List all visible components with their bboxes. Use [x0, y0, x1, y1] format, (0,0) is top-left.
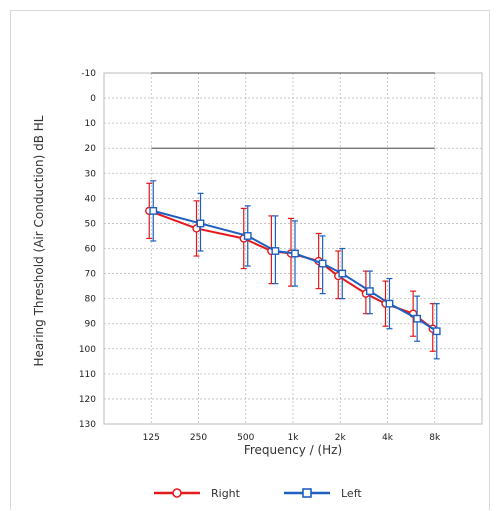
data-point — [365, 287, 374, 296]
y-tick-label: 50 — [85, 219, 97, 229]
legend-marker — [302, 488, 312, 498]
series-right — [145, 182, 437, 352]
x-tick-label: 2k — [335, 433, 347, 443]
legend-item-right: Right — [154, 487, 241, 500]
y-tick-label: 80 — [85, 295, 97, 305]
y-tick-label: 100 — [79, 345, 96, 355]
data-point — [196, 219, 205, 228]
x-tick-label: 500 — [237, 433, 254, 443]
y-tick-label: 40 — [85, 194, 97, 204]
y-tick-label: 10 — [85, 119, 97, 129]
y-tick-label: -10 — [81, 69, 96, 79]
legend-label: Left — [341, 487, 362, 500]
reference-lines — [151, 72, 435, 149]
legend-marker — [172, 488, 182, 498]
data-point — [318, 259, 327, 268]
y-axis-title: Hearing Threshold (Air Conduction) dB HL — [32, 115, 46, 366]
x-tick-label: 125 — [143, 433, 160, 443]
series — [145, 180, 441, 360]
y-tick-label: 60 — [85, 245, 97, 255]
x-tick-label: 4k — [382, 433, 394, 443]
legend: Right Left — [154, 487, 362, 500]
y-tick-label: 20 — [85, 144, 97, 154]
y-tick-label: 90 — [85, 320, 97, 330]
data-point — [149, 206, 158, 215]
x-tick-label: 250 — [190, 433, 207, 443]
y-tick-label: 120 — [79, 395, 96, 405]
grid — [103, 72, 483, 425]
legend-label: Right — [211, 487, 241, 500]
data-point — [413, 314, 422, 323]
x-axis-title: Frequency / (Hz) — [244, 443, 342, 457]
data-point — [385, 299, 394, 308]
chart-frame: -10 0 10 20 30 40 50 60 70 80 90 100 110 120 130 125 25… — [10, 10, 490, 510]
data-point — [291, 249, 299, 258]
y-tick-label: 70 — [85, 270, 97, 280]
data-point — [271, 247, 280, 255]
series-left — [149, 180, 441, 360]
y-tick-label: 0 — [90, 94, 96, 104]
data-point — [432, 327, 441, 336]
y-tick-label: 110 — [79, 370, 96, 380]
audiogram-chart: -10 0 10 20 30 40 50 60 70 80 90 100 110 120 130 125 25… — [32, 69, 483, 500]
y-tick-label: 30 — [85, 169, 97, 179]
y-tick-label: 130 — [79, 420, 96, 430]
x-tick-label: 8k — [429, 433, 441, 443]
data-point — [338, 269, 347, 278]
x-tick-labels: 125 250 500 1k 2k 4k 8k — [143, 433, 441, 443]
x-tick-label: 1k — [288, 433, 300, 443]
y-tick-labels: -10 0 10 20 30 40 50 60 70 80 90 100 110 120 130 — [79, 69, 96, 430]
legend-item-left: Left — [284, 487, 362, 500]
data-point — [243, 232, 252, 240]
